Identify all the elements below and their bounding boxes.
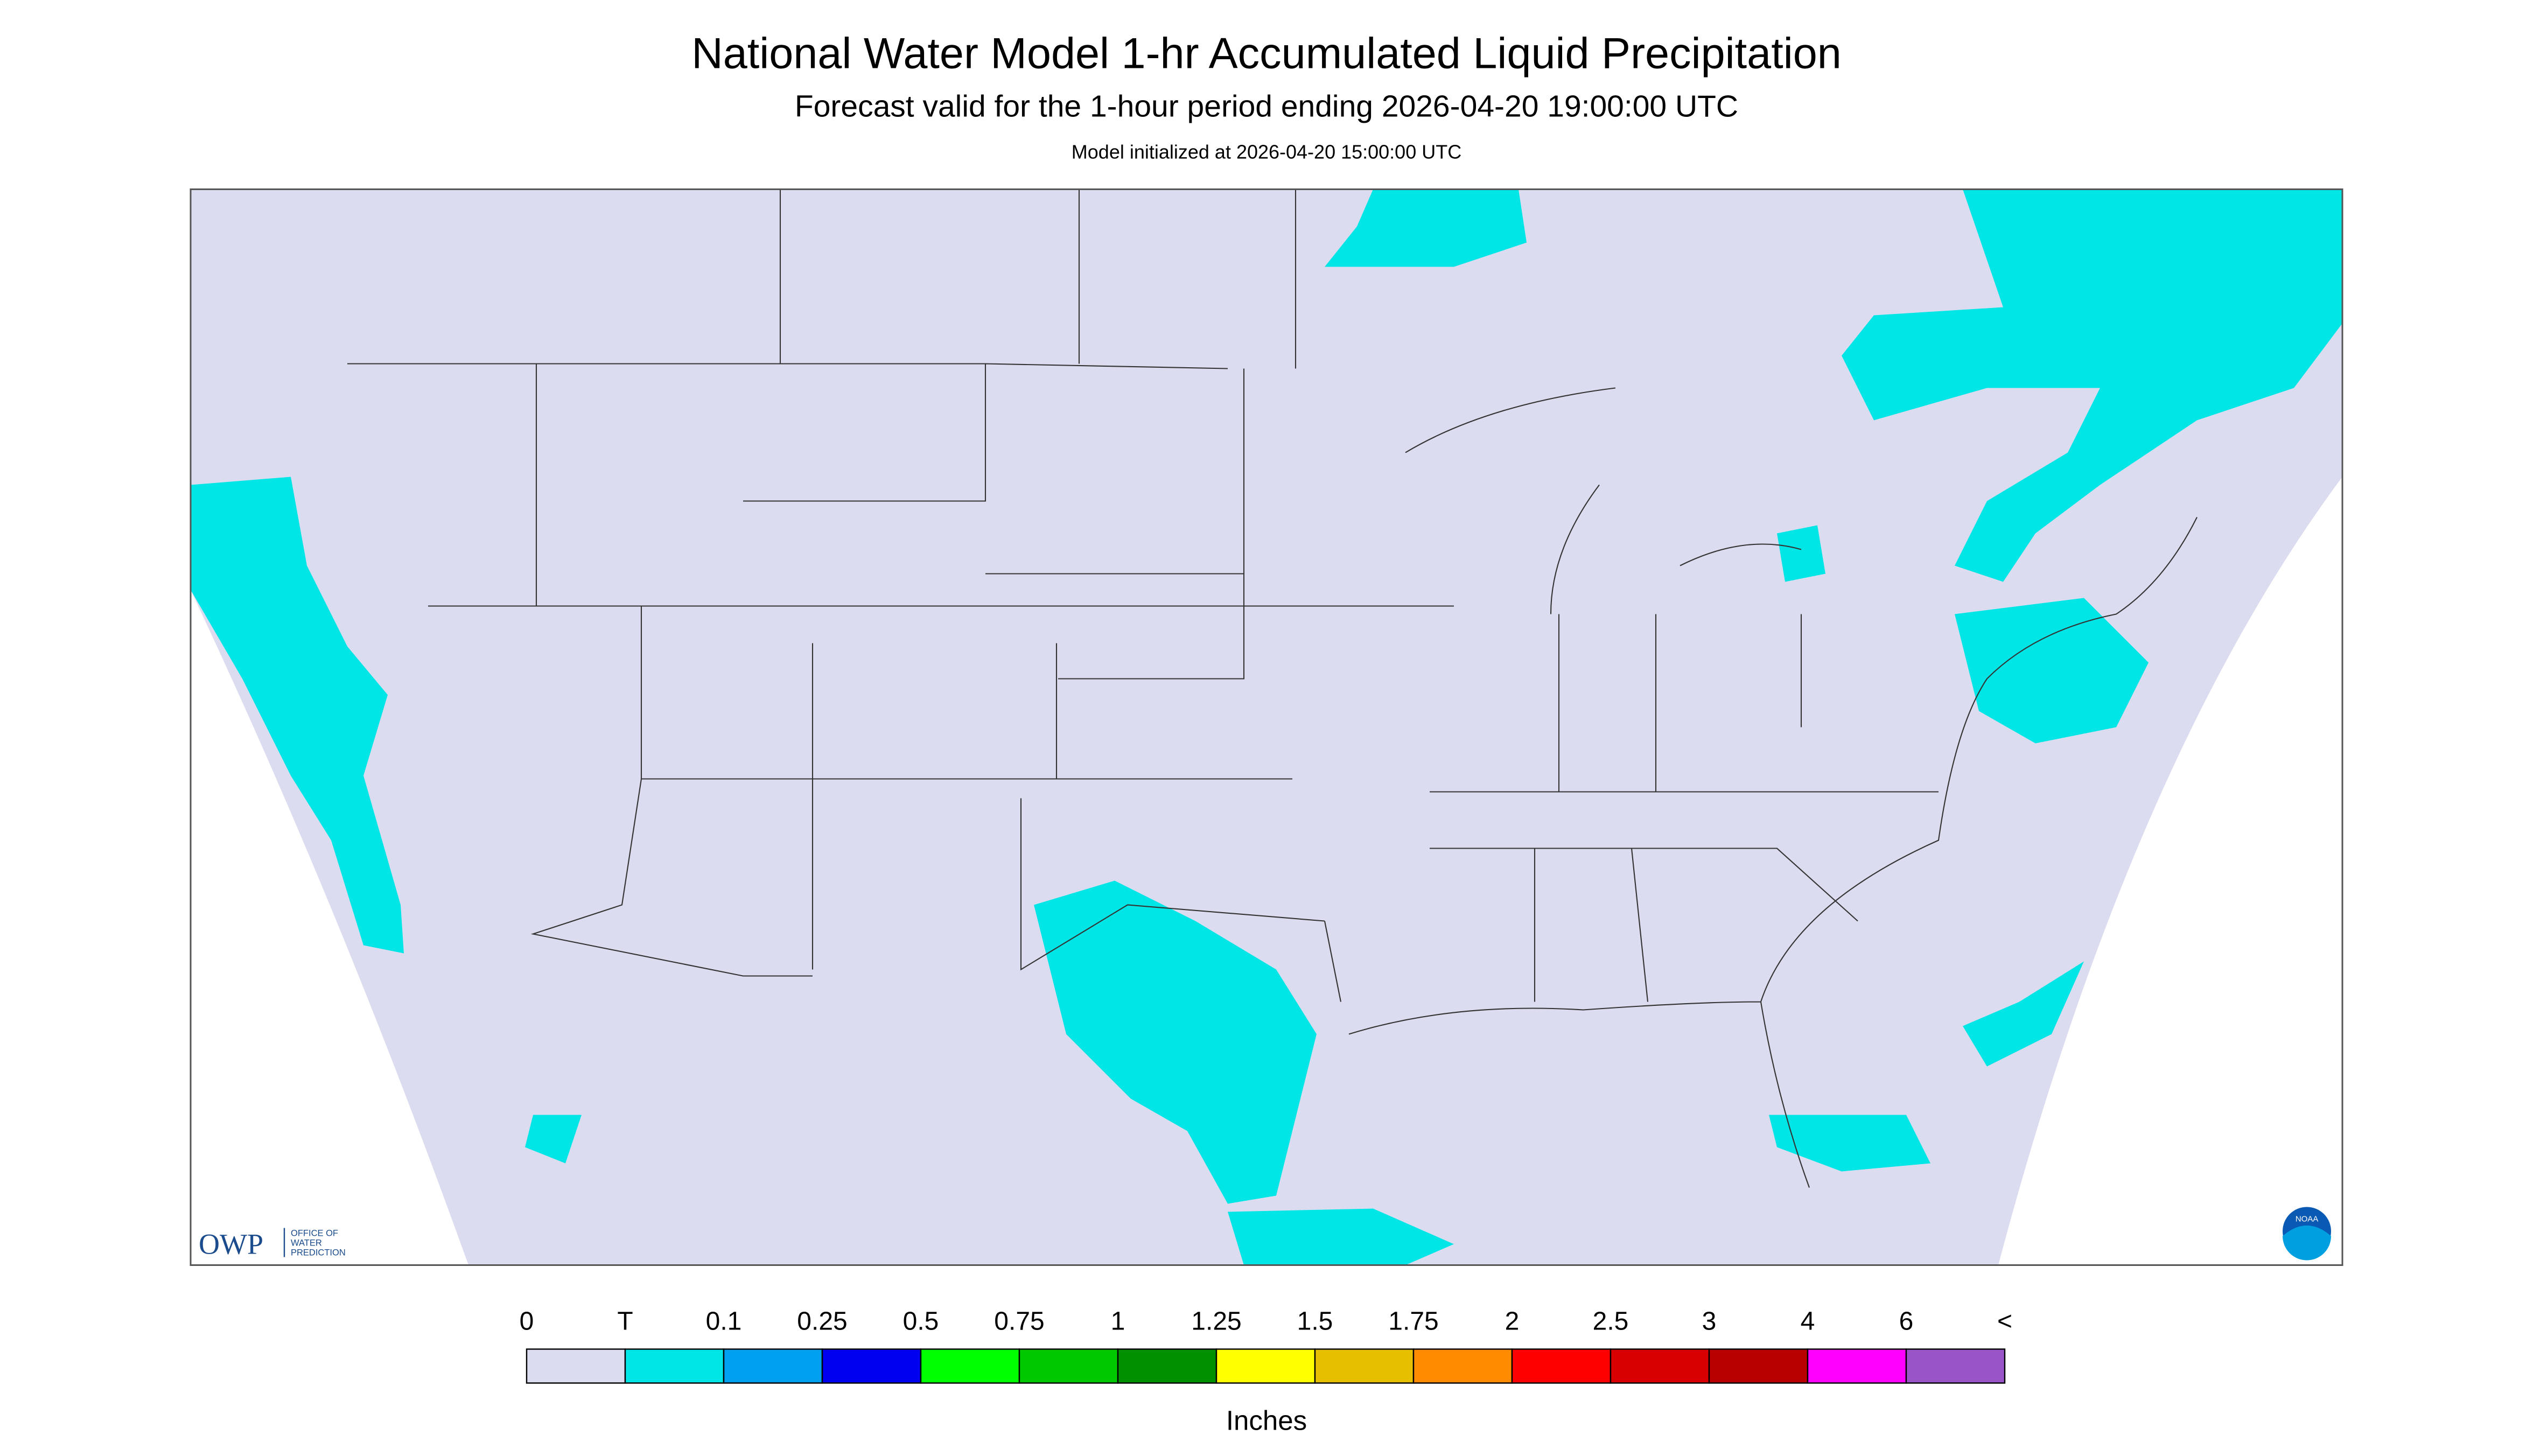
subtitle: Forecast valid for the 1-hour period end…: [795, 89, 1738, 124]
legend-swatch: [1412, 1348, 1513, 1384]
map: OWP OFFICE OF WATER PREDICTION NOAA: [190, 188, 2343, 1266]
legend-swatch: [723, 1348, 823, 1384]
owp-logo: OWP OFFICE OF WATER PREDICTION: [199, 1228, 346, 1261]
legend-swatch: [1215, 1348, 1316, 1384]
legend-swatch: [821, 1348, 922, 1384]
legend-swatch: [1117, 1348, 1217, 1384]
title: National Water Model 1-hr Accumulated Li…: [691, 30, 1842, 78]
legend-label: 0.25: [797, 1307, 847, 1336]
legend-swatch: [1314, 1348, 1415, 1384]
legend-swatch: [1511, 1348, 1612, 1384]
legend-label: 0.75: [994, 1307, 1044, 1336]
precip-atlantic: [1963, 961, 2084, 1067]
noaa-logo: NOAA: [2283, 1207, 2331, 1261]
legend-swatch: [1807, 1348, 1907, 1384]
precip-midatlantic: [1955, 598, 2149, 744]
legend-label: 1: [1111, 1307, 1125, 1336]
legend-label: <: [1997, 1307, 2012, 1336]
precip-lakes: [1777, 525, 1825, 582]
precip-west: [191, 477, 404, 954]
legend-swatch: [1905, 1348, 2006, 1384]
legend-label: 1.25: [1191, 1307, 1241, 1336]
legend-swatch: [920, 1348, 1020, 1384]
legend-label: 2: [1505, 1307, 1520, 1336]
legend-label: 0.1: [706, 1307, 742, 1336]
precip-bahamas: [1769, 1115, 1930, 1172]
owp-logo-name: OFFICE OF: [291, 1229, 338, 1238]
legend-swatch: [526, 1348, 626, 1384]
legend-label: 4: [1801, 1307, 1815, 1336]
legend-label: 1.75: [1388, 1307, 1438, 1336]
init-time: Model initialized at 2026-04-20 15:00:00…: [1072, 141, 1461, 163]
owp-logo-text: OWP: [199, 1228, 263, 1261]
precip-ontario: [1325, 189, 1527, 267]
model-domain: [191, 189, 2342, 1265]
legend-unit: Inches: [1226, 1405, 1307, 1436]
state-borders: [347, 189, 2198, 1188]
legend-label: 3: [1702, 1307, 1717, 1336]
legend-label: 6: [1899, 1307, 1914, 1336]
precip-northeast: [1842, 189, 2342, 582]
precip-baja: [525, 1115, 582, 1164]
owp-logo-name: PREDICTION: [291, 1248, 346, 1258]
legend-label: 0.5: [903, 1307, 939, 1336]
map-frame: [190, 188, 2343, 1266]
legend-label: 2.5: [1593, 1307, 1629, 1336]
precip-gulf: [1228, 1208, 1454, 1265]
legend-label: T: [617, 1307, 633, 1336]
legend-label: 0: [520, 1307, 534, 1336]
legend: 0 T 0.1 0.25 0.5 0.75 1 1.25 1.5 1.75 2 2.5 3 4 6 <: [520, 1307, 2012, 1384]
noaa-logo-text: NOAA: [2296, 1215, 2319, 1224]
precip-areas: [191, 189, 2342, 1265]
precip-texas: [1034, 880, 1317, 1204]
legend-label: 1.5: [1297, 1307, 1333, 1336]
legend-swatch: [624, 1348, 725, 1384]
owp-logo-name: WATER: [291, 1238, 322, 1248]
legend-swatch: [1018, 1348, 1119, 1384]
legend-swatch: [1708, 1348, 1809, 1384]
legend-swatch: [1610, 1348, 1710, 1384]
